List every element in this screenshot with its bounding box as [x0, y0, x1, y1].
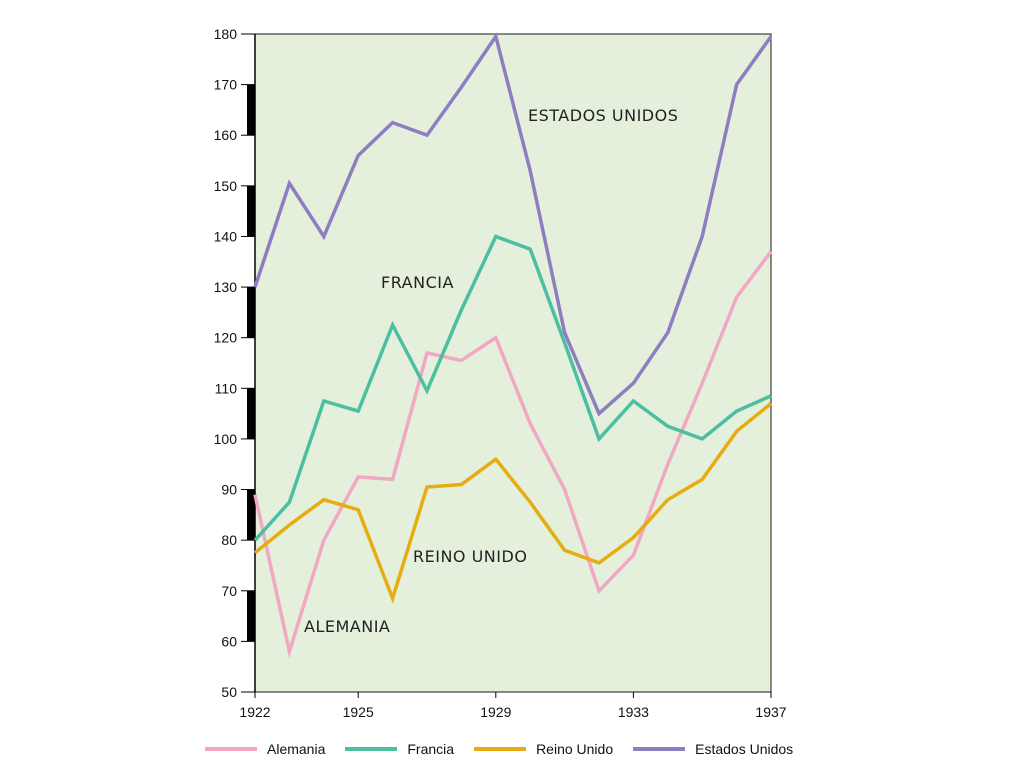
plot-area [254, 33, 772, 693]
legend-item-alemania: Alemania [205, 741, 325, 757]
x-tick-label: 1933 [618, 704, 649, 720]
y-axis-bar-segment [247, 590, 255, 642]
annotation-reino-unido: REINO UNIDO [413, 547, 527, 566]
y-axis-bar-segment [247, 287, 255, 338]
legend-label-alemania: Alemania [267, 741, 326, 757]
x-tick-label: 1925 [343, 704, 374, 720]
legend-swatch-estados-unidos [633, 747, 686, 751]
y-axis-bar-segment [247, 34, 255, 85]
series-line-estados-unidos [253, 32, 773, 417]
y-tick-label: 110 [215, 380, 238, 396]
y-tick-label: 130 [214, 279, 238, 295]
y-tick-label: 140 [214, 228, 238, 244]
x-axis-ticks: 1922 1925 1929 1933 1937 [239, 692, 787, 720]
y-axis-ticks: 50 60 70 80 90 100 110 120 130 140 150 160 170 180 [214, 26, 255, 700]
legend-swatch-alemania [205, 747, 257, 751]
legend: Alemania Francia Reino Unido Estados Uni… [205, 738, 813, 760]
y-tick-label: 150 [214, 178, 238, 194]
y-tick-label: 100 [214, 431, 238, 447]
y-tick-label: 180 [214, 26, 238, 42]
y-axis-bar-segment [247, 337, 255, 389]
legend-item-estados-unidos: Estados Unidos [633, 741, 793, 757]
y-axis-bar-segment [247, 84, 255, 136]
y-tick-label: 80 [221, 532, 237, 548]
y-tick-label: 60 [221, 633, 237, 649]
y-tick-label: 160 [214, 127, 238, 143]
y-axis-bar-segment [247, 388, 255, 439]
legend-label-reino-unido: Reino Unido [536, 741, 614, 757]
y-axis-bar-segment [247, 438, 255, 490]
legend-swatch-francia [345, 747, 398, 751]
x-tick-label: 1929 [480, 704, 511, 720]
series-line-alemania [253, 250, 773, 659]
x-tick-label: 1937 [755, 704, 786, 720]
y-axis-bar-segment [247, 489, 255, 541]
line-chart: 50 60 70 80 90 100 110 120 130 140 150 160 170 180 19… [214, 26, 787, 720]
series-line-francia [253, 234, 772, 542]
series-line-reino-unido [253, 402, 773, 604]
y-axis-bar-segment [247, 135, 255, 186]
annotation-francia: FRANCIA [381, 273, 454, 292]
y-axis-bar-segment [247, 236, 255, 288]
y-tick-label: 90 [221, 482, 237, 498]
annotation-estados-unidos: ESTADOS UNIDOS [528, 106, 678, 125]
series-lines [253, 32, 773, 659]
y-axis-bar-segment [247, 641, 255, 692]
y-tick-label: 120 [214, 330, 238, 346]
x-tick-label: 1922 [239, 704, 270, 720]
legend-item-francia: Francia [345, 741, 454, 757]
y-axis-bar-segment [247, 185, 255, 237]
legend-item-reino-unido: Reino Unido [474, 741, 613, 757]
legend-label-francia: Francia [407, 741, 455, 757]
y-axis-bar-segment [247, 540, 255, 591]
y-tick-label: 50 [221, 684, 237, 700]
y-tick-label: 170 [214, 77, 238, 93]
y-tick-label: 70 [221, 583, 237, 599]
y-axis-bar [247, 34, 256, 692]
legend-label-estados-unidos: Estados Unidos [695, 741, 794, 757]
annotation-alemania: ALEMANIA [304, 617, 390, 636]
legend-swatch-reino-unido [474, 747, 527, 751]
